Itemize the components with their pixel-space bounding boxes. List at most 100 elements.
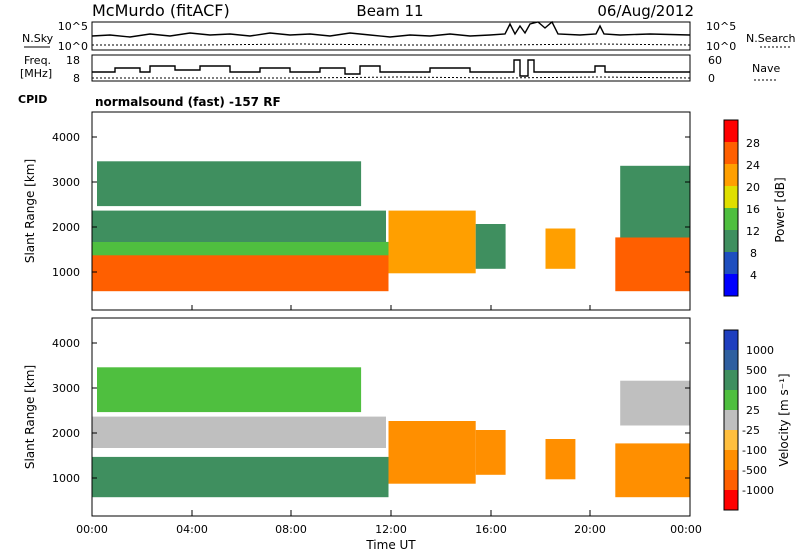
nave-tick-top: 60 (708, 54, 722, 67)
velocity-colorbar: -1000 -500 -100 -25 25 100 500 1000 Velo… (723, 329, 791, 511)
vel-cbar-tick-n1000: -1000 (742, 484, 774, 497)
power-region-8 (620, 165, 690, 238)
power-region-0 (92, 250, 389, 292)
station-title: McMurdo (fitACF) (92, 1, 230, 20)
power-cbar-swatch-3 (724, 208, 738, 230)
power-cbar-tick-28: 28 (746, 137, 760, 150)
vel-cbar-tick-100: 100 (746, 384, 767, 397)
velocity-region-2 (97, 367, 362, 413)
power-cbar-swatch-7 (724, 120, 738, 142)
xtick-1600: 16:00 (475, 523, 507, 536)
power-region-2 (92, 210, 386, 242)
velocity-cbar-swatch-8 (724, 330, 738, 350)
nave-tick-bottom: 0 (708, 72, 715, 85)
velocity-colorbar-swatches (724, 330, 738, 510)
nsky-tick-bottom: 10^0 (58, 40, 88, 53)
power-cbar-swatch-2 (724, 230, 738, 252)
power-ytick-3000: 3000 (52, 176, 80, 189)
velocity-yticks-marks (92, 342, 690, 479)
power-heatmap-cells (92, 161, 691, 292)
power-region-3 (97, 161, 362, 207)
freq-label-line1: Freq. (24, 54, 51, 67)
velocity-ytick-1000: 1000 (52, 472, 80, 485)
power-region-7 (615, 237, 691, 292)
date-title: 06/Aug/2012 (597, 2, 694, 20)
nsearch-tick-top: 10^5 (706, 20, 736, 33)
nsky-tick-top: 10^5 (58, 20, 88, 33)
power-region-6 (545, 228, 576, 269)
power-colorbar: 4 8 12 16 20 24 28 Power [dB] (723, 119, 787, 297)
freq-panel: Freq. [MHz] 18 8 60 0 Nave (20, 54, 780, 85)
velocity-region-0 (92, 456, 389, 498)
xtick-0800: 08:00 (275, 523, 307, 536)
velocity-panel: 1000 2000 3000 4000 Slant Range [km] (23, 317, 691, 517)
cpid-label: CPID (18, 93, 47, 106)
freq-label-line2: [MHz] (20, 67, 52, 80)
power-ylabel: Slant Range [km] (23, 159, 37, 263)
freq-tick-bottom: 8 (73, 72, 80, 85)
power-cbar-tick-16: 16 (746, 203, 760, 216)
x-axis: 00:00 04:00 08:00 12:00 16:00 20:00 00:0… (76, 305, 702, 552)
velocity-cbar-label: Velocity [m s⁻¹] (777, 373, 791, 466)
velocity-cbar-swatch-2 (724, 450, 738, 470)
velocity-cbar-swatch-1 (724, 470, 738, 490)
power-region-5 (475, 224, 506, 269)
velocity-region-5 (545, 439, 576, 480)
nave-trace (92, 76, 691, 79)
velocity-ytick-3000: 3000 (52, 382, 80, 395)
power-region-4 (388, 210, 476, 274)
velocity-ytick-2000: 2000 (52, 427, 80, 440)
power-panel: 1000 2000 3000 4000 Slant Range [km] (23, 111, 691, 311)
power-ytick-2000: 2000 (52, 221, 80, 234)
velocity-cbar-swatch-0 (724, 490, 738, 510)
velocity-cbar-swatch-6 (724, 370, 738, 390)
power-cbar-swatch-5 (724, 164, 738, 186)
power-region-1 (92, 241, 389, 256)
nsky-panel: N.Sky 10^5 10^0 10^5 10^0 N.Search (22, 20, 796, 53)
vel-cbar-tick-500: 500 (746, 364, 767, 377)
xtick-1200: 12:00 (375, 523, 407, 536)
power-cbar-tick-4: 4 (750, 269, 757, 282)
xtick-0400: 04:00 (176, 523, 208, 536)
power-colorbar-swatches (724, 120, 738, 296)
power-ytick-4000: 4000 (52, 131, 80, 144)
power-yticks-marks (92, 136, 690, 273)
power-cbar-swatch-4 (724, 186, 738, 208)
velocity-cbar-swatch-4 (724, 410, 738, 430)
velocity-region-7 (620, 380, 690, 426)
xaxis-title: Time UT (365, 538, 416, 552)
freq-trace (92, 59, 690, 77)
beam-title: Beam 11 (356, 2, 423, 20)
velocity-cbar-swatch-3 (724, 430, 738, 450)
nsearch-trace (92, 43, 691, 46)
power-cbar-tick-24: 24 (746, 159, 760, 172)
xtick-0000: 00:00 (76, 523, 108, 536)
vel-cbar-tick-n25: -25 (742, 424, 760, 437)
power-cbar-label: Power [dB] (773, 177, 787, 242)
nsearch-tick-bottom: 10^0 (706, 40, 736, 53)
nsky-trace (91, 20, 691, 38)
velocity-ylabel: Slant Range [km] (23, 365, 37, 469)
power-cbar-swatch-0 (724, 274, 738, 296)
power-cbar-swatch-1 (724, 252, 738, 274)
power-cbar-swatch-6 (724, 142, 738, 164)
nsky-label: N.Sky (22, 32, 54, 45)
velocity-cbar-swatch-5 (724, 390, 738, 410)
freq-tick-top: 18 (66, 54, 80, 67)
vel-cbar-tick-1000: 1000 (746, 344, 774, 357)
power-ytick-1000: 1000 (52, 266, 80, 279)
power-cbar-tick-20: 20 (746, 181, 760, 194)
velocity-region-1 (92, 416, 386, 448)
cpid-text: normalsound (fast) -157 RF (95, 95, 281, 109)
vel-cbar-tick-n500: -500 (742, 464, 767, 477)
xtick-2000: 20:00 (574, 523, 606, 536)
vel-cbar-tick-n100: -100 (742, 444, 767, 457)
velocity-ytick-4000: 4000 (52, 337, 80, 350)
nsearch-label: N.Search (746, 32, 796, 45)
velocity-region-4 (475, 430, 506, 475)
nave-label: Nave (752, 62, 780, 75)
velocity-heatmap-cells (92, 367, 691, 498)
velocity-cbar-swatch-7 (724, 350, 738, 370)
velocity-region-6 (615, 443, 691, 498)
